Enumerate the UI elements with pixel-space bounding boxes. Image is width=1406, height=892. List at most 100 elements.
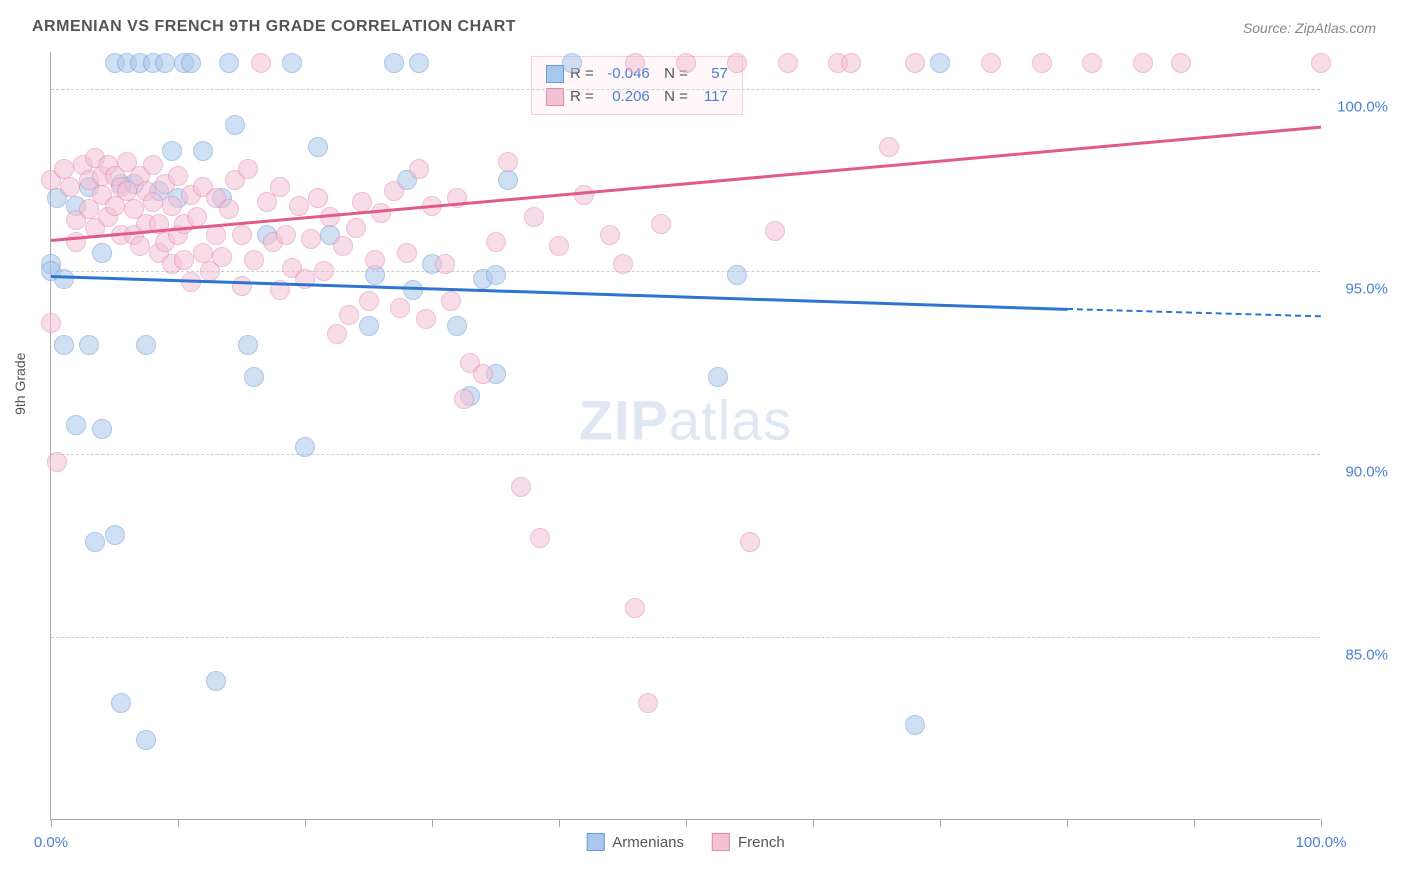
scatter-point (1133, 53, 1153, 73)
scatter-point (778, 53, 798, 73)
scatter-point (136, 730, 156, 750)
legend-item: Armenians (586, 833, 684, 851)
scatter-point (174, 250, 194, 270)
grid-line (51, 89, 1320, 90)
scatter-point (441, 291, 461, 311)
scatter-point (416, 309, 436, 329)
x-tick (51, 819, 52, 827)
grid-line (51, 454, 1320, 455)
x-tick (178, 819, 179, 827)
scatter-point (981, 53, 1001, 73)
scatter-point (219, 199, 239, 219)
legend-series: Armenians French (586, 833, 784, 851)
scatter-point (219, 53, 239, 73)
legend-label: Armenians (612, 834, 684, 851)
legend-swatch (546, 65, 564, 83)
scatter-point (54, 335, 74, 355)
scatter-point (187, 207, 207, 227)
scatter-point (238, 159, 258, 179)
scatter-point (403, 280, 423, 300)
scatter-point (511, 477, 531, 497)
scatter-point (289, 196, 309, 216)
scatter-point (359, 316, 379, 336)
scatter-point (282, 53, 302, 73)
scatter-point (270, 177, 290, 197)
trend-line (51, 275, 1067, 310)
scatter-point (346, 218, 366, 238)
scatter-point (1311, 53, 1331, 73)
scatter-point (212, 247, 232, 267)
scatter-point (365, 250, 385, 270)
scatter-point (740, 532, 760, 552)
chart-title: ARMENIAN VS FRENCH 9TH GRADE CORRELATION… (32, 18, 516, 36)
scatter-point (143, 155, 163, 175)
scatter-point (244, 250, 264, 270)
scatter-point (930, 53, 950, 73)
scatter-point (727, 265, 747, 285)
scatter-point (549, 236, 569, 256)
scatter-point (625, 598, 645, 618)
scatter-point (651, 214, 671, 234)
scatter-point (41, 313, 61, 333)
scatter-point (155, 53, 175, 73)
scatter-point (600, 225, 620, 245)
scatter-point (905, 53, 925, 73)
legend-swatch (586, 833, 604, 851)
scatter-point (384, 181, 404, 201)
scatter-point (530, 528, 550, 548)
x-tick (1321, 819, 1322, 827)
scatter-point (92, 243, 112, 263)
scatter-point (384, 53, 404, 73)
legend-label: French (738, 834, 785, 851)
watermark-bold: ZIP (579, 389, 669, 452)
scatter-point (314, 261, 334, 281)
plot-area: ZIPatlas R =-0.046 N =57R =0.206 N =117 … (50, 52, 1320, 820)
scatter-point (841, 53, 861, 73)
trend-line-extrapolated (1067, 308, 1321, 317)
x-tick (305, 819, 306, 827)
scatter-point (409, 53, 429, 73)
scatter-point (486, 232, 506, 252)
y-axis-label: 9th Grade (12, 353, 28, 415)
x-tick (940, 819, 941, 827)
scatter-point (524, 207, 544, 227)
scatter-point (625, 53, 645, 73)
scatter-point (143, 192, 163, 212)
scatter-point (498, 170, 518, 190)
grid-line (51, 271, 1320, 272)
scatter-point (181, 272, 201, 292)
scatter-point (238, 335, 258, 355)
scatter-point (308, 188, 328, 208)
scatter-point (66, 415, 86, 435)
scatter-point (339, 305, 359, 325)
y-tick-label: 100.0% (1328, 98, 1388, 115)
scatter-point (727, 53, 747, 73)
scatter-point (435, 254, 455, 274)
legend-n-value: 57 (694, 63, 728, 86)
scatter-point (905, 715, 925, 735)
scatter-point (85, 532, 105, 552)
watermark-rest: atlas (669, 389, 792, 452)
scatter-point (162, 141, 182, 161)
scatter-point (92, 419, 112, 439)
scatter-point (206, 225, 226, 245)
scatter-point (111, 693, 131, 713)
x-tick-label: 100.0% (1296, 834, 1347, 851)
scatter-point (54, 269, 74, 289)
scatter-point (1032, 53, 1052, 73)
scatter-point (409, 159, 429, 179)
scatter-point (47, 452, 67, 472)
scatter-point (447, 316, 467, 336)
scatter-point (574, 185, 594, 205)
scatter-point (486, 265, 506, 285)
scatter-point (295, 437, 315, 457)
y-tick-label: 85.0% (1328, 647, 1388, 664)
scatter-point (162, 196, 182, 216)
scatter-point (397, 243, 417, 263)
scatter-point (60, 177, 80, 197)
x-tick (559, 819, 560, 827)
scatter-point (251, 53, 271, 73)
scatter-point (136, 335, 156, 355)
x-tick (1067, 819, 1068, 827)
scatter-point (1171, 53, 1191, 73)
